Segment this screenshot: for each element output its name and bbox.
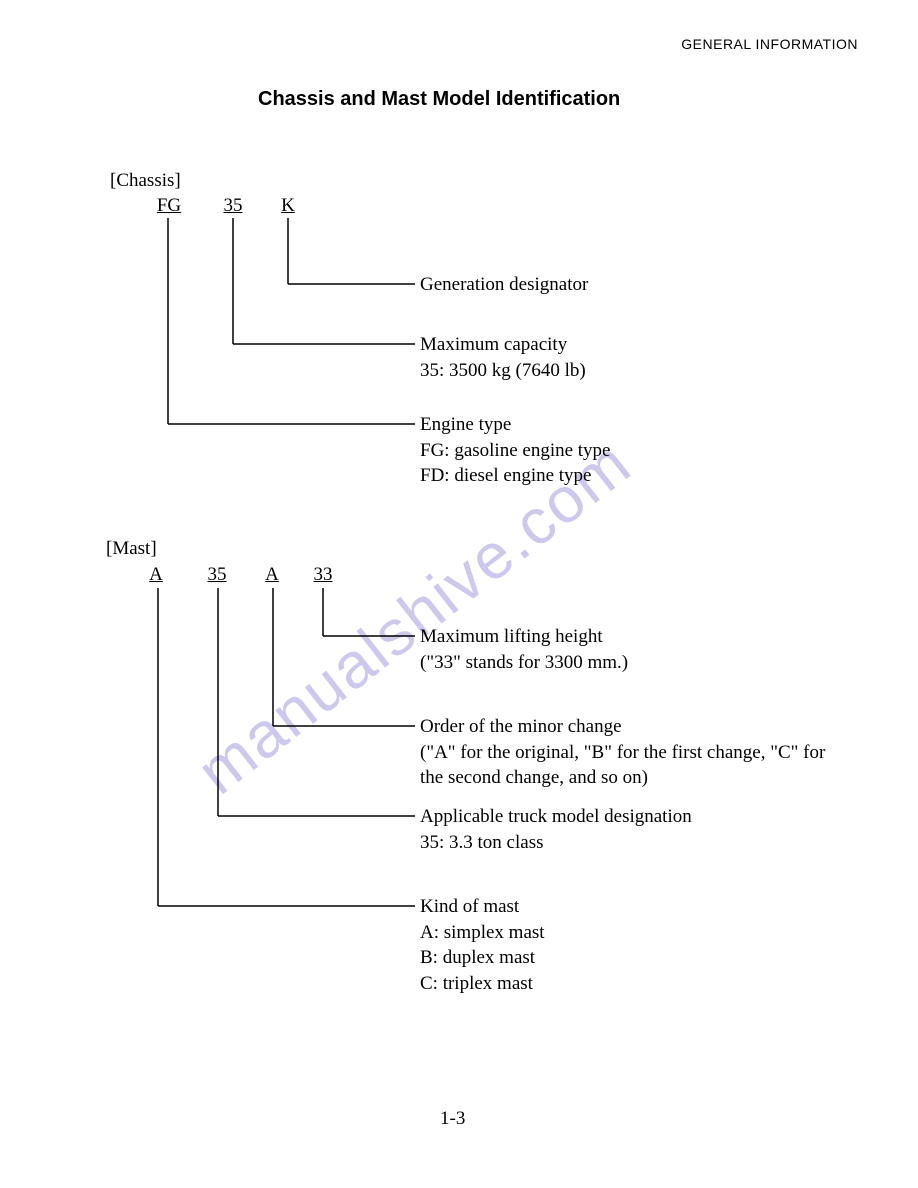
chassis-desc-2: Engine type FG: gasoline engine type FD:… <box>420 412 611 489</box>
mast-desc-2-line-0: 35: 3.3 ton class <box>420 830 692 856</box>
mast-code-0: A <box>146 564 166 586</box>
mast-desc-1: Order of the minor change ("A" for the o… <box>420 714 825 791</box>
mast-code-3: 33 <box>308 564 338 586</box>
mast-desc-1-title: Order of the minor change <box>420 714 825 740</box>
mast-desc-0-line-0: ("33" stands for 3300 mm.) <box>420 650 628 676</box>
chassis-desc-0-title: Generation designator <box>420 272 588 298</box>
mast-code-2: A <box>262 564 282 586</box>
chassis-desc-2-line-1: FD: diesel engine type <box>420 463 611 489</box>
mast-desc-3-title: Kind of mast <box>420 894 545 920</box>
mast-desc-0-title: Maximum lifting height <box>420 624 628 650</box>
mast-desc-0: Maximum lifting height ("33" stands for … <box>420 624 628 675</box>
chassis-desc-2-line-0: FG: gasoline engine type <box>420 438 611 464</box>
chassis-desc-1: Maximum capacity 35: 3500 kg (7640 lb) <box>420 332 586 383</box>
mast-desc-3: Kind of mast A: simplex mast B: duplex m… <box>420 894 545 997</box>
mast-desc-1-line-0: ("A" for the original, "B" for the first… <box>420 740 825 766</box>
page-number: 1-3 <box>440 1108 465 1130</box>
header-text: GENERAL INFORMATION <box>681 36 858 52</box>
mast-desc-2-title: Applicable truck model designation <box>420 804 692 830</box>
mast-label: [Mast] <box>106 538 157 560</box>
mast-desc-3-line-0: A: simplex mast <box>420 920 545 946</box>
chassis-desc-0: Generation designator <box>420 272 588 298</box>
chassis-desc-2-title: Engine type <box>420 412 611 438</box>
mast-code-1: 35 <box>202 564 232 586</box>
chassis-code-0: FG <box>154 195 184 217</box>
page-title: Chassis and Mast Model Identification <box>258 88 620 111</box>
mast-desc-2: Applicable truck model designation 35: 3… <box>420 804 692 855</box>
chassis-desc-1-line-0: 35: 3500 kg (7640 lb) <box>420 358 586 384</box>
chassis-label: [Chassis] <box>110 170 181 192</box>
chassis-code-2: K <box>278 195 298 217</box>
chassis-code-1: 35 <box>218 195 248 217</box>
mast-desc-3-line-1: B: duplex mast <box>420 945 545 971</box>
chassis-desc-1-title: Maximum capacity <box>420 332 586 358</box>
mast-desc-1-line-1: the second change, and so on) <box>420 765 825 791</box>
page: GENERAL INFORMATION Chassis and Mast Mod… <box>0 0 918 1188</box>
mast-desc-3-line-2: C: triplex mast <box>420 971 545 997</box>
